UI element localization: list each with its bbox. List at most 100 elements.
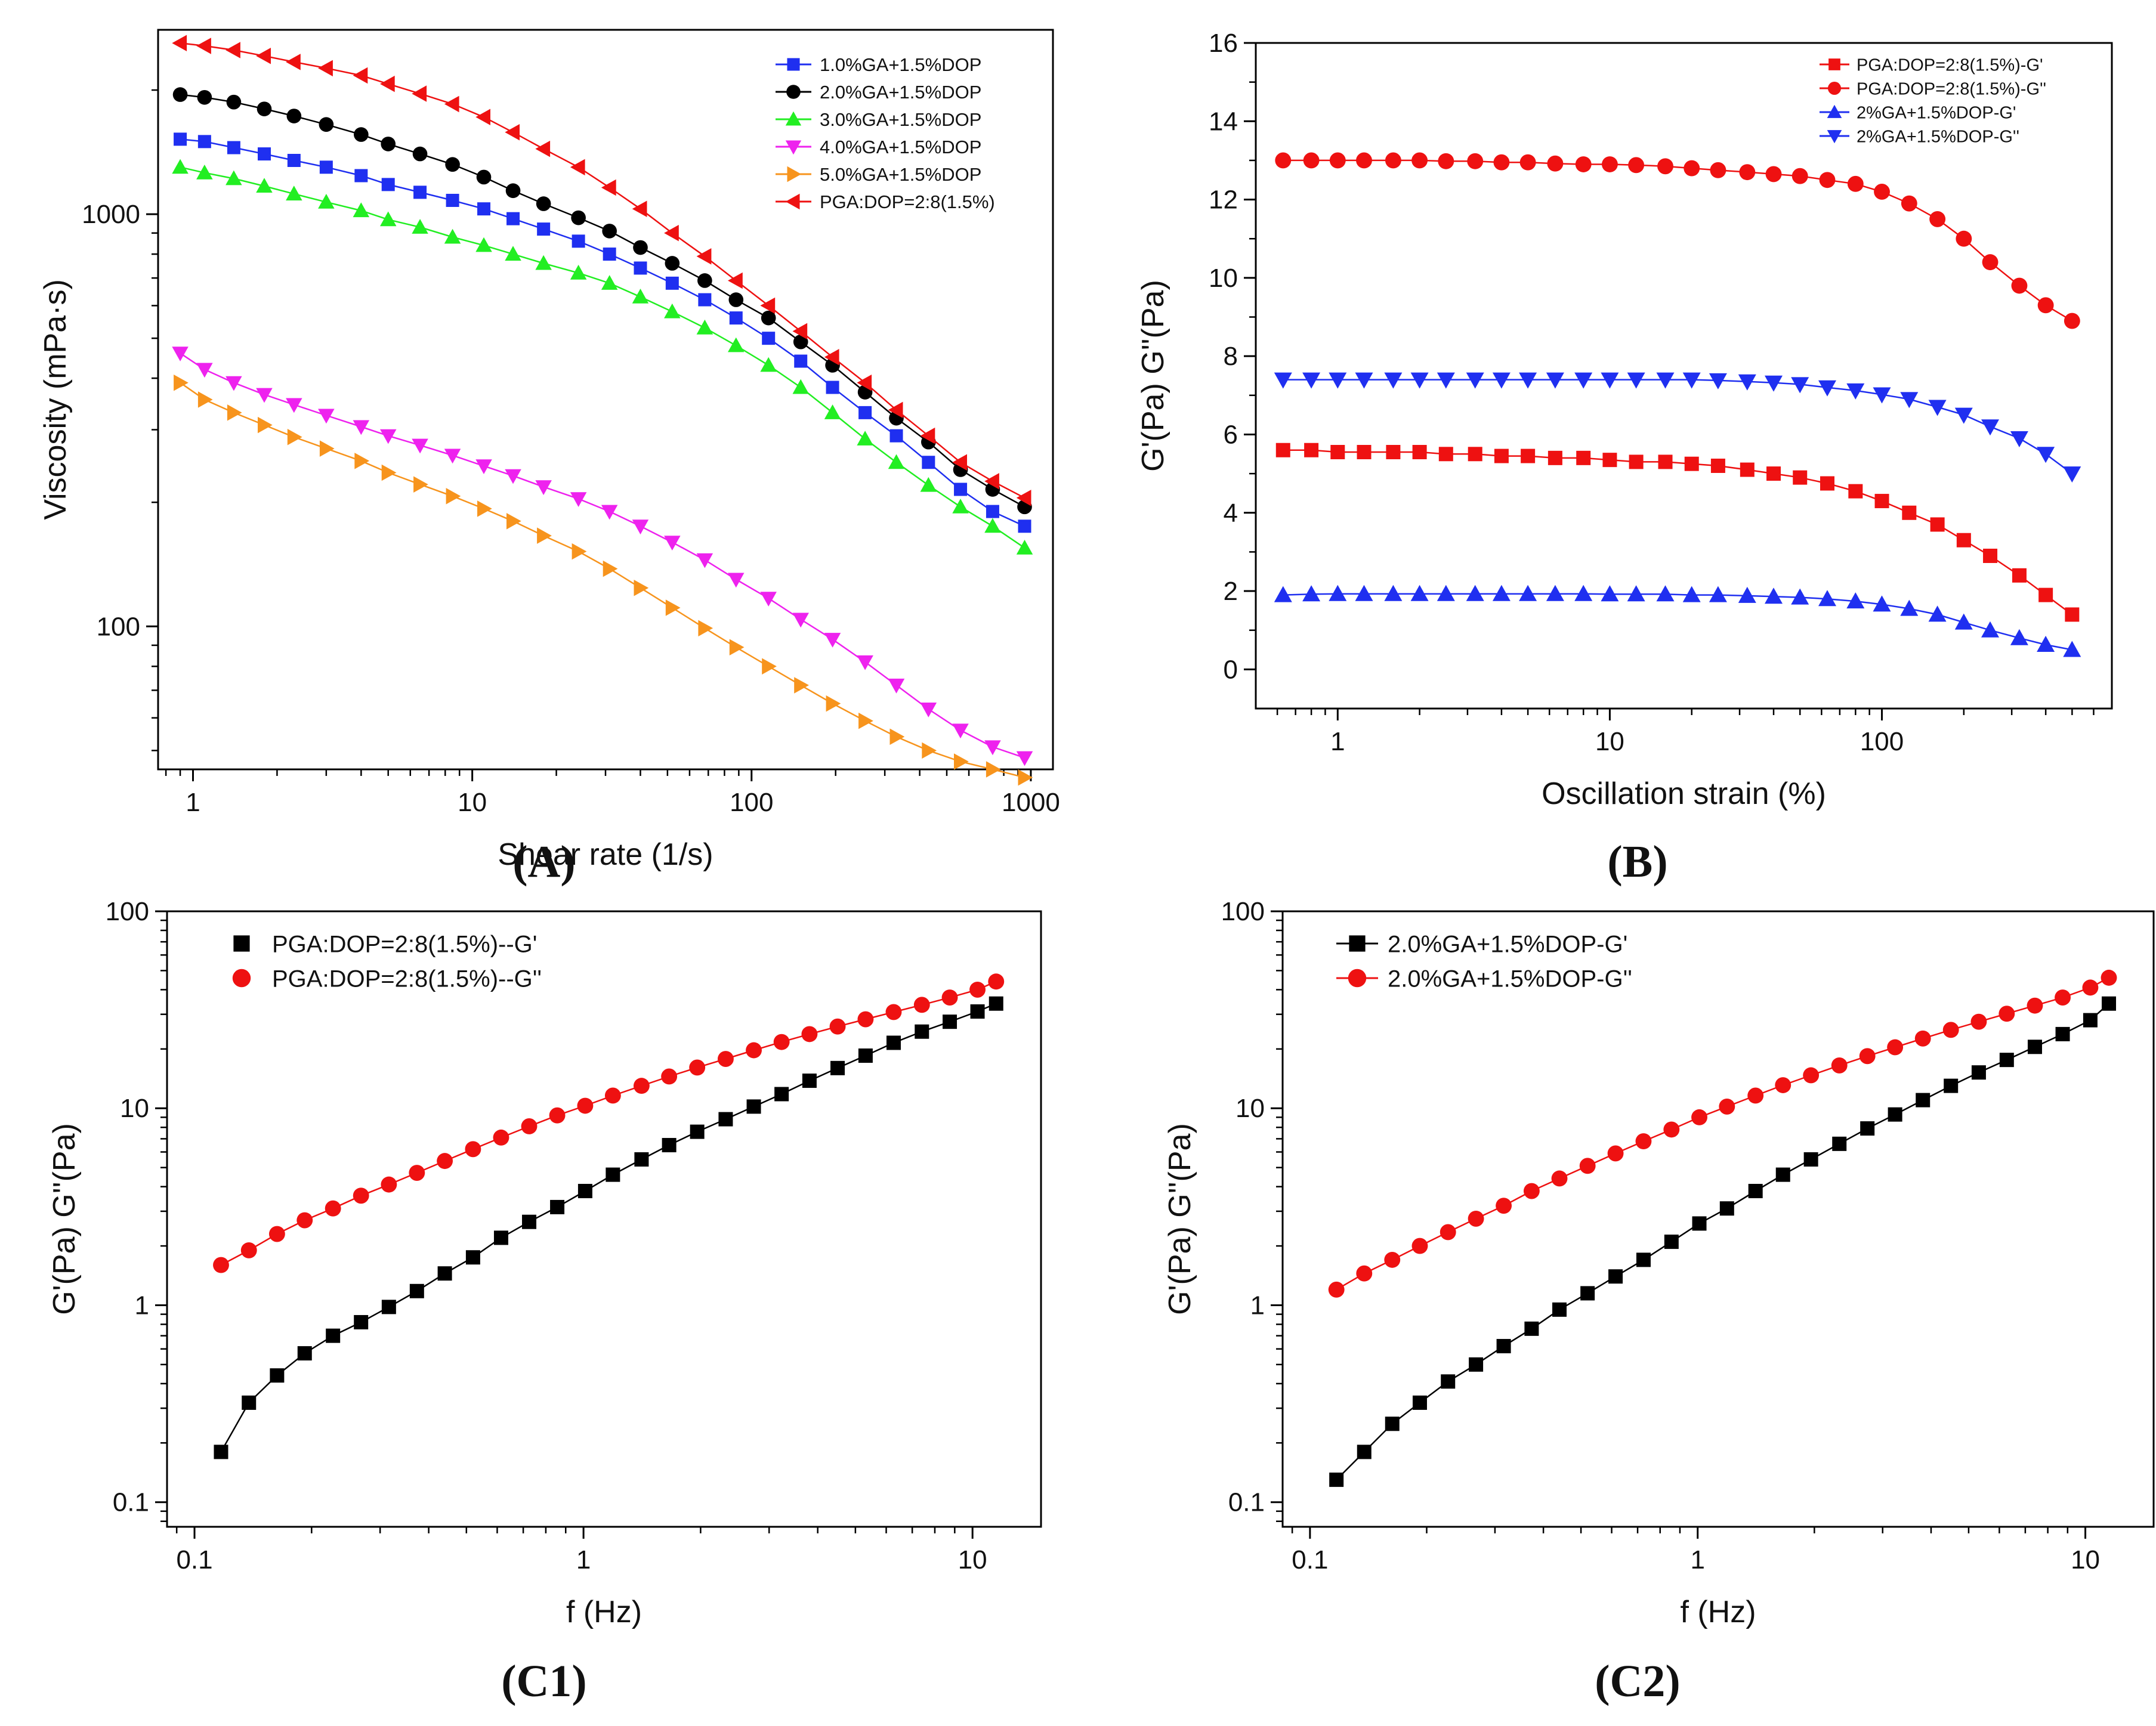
data-point bbox=[1546, 584, 1564, 601]
data-point bbox=[1636, 1252, 1651, 1267]
data-point bbox=[1329, 1473, 1344, 1487]
data-point bbox=[172, 35, 187, 51]
data-point bbox=[696, 319, 713, 335]
data-point bbox=[954, 482, 968, 496]
data-point bbox=[1765, 587, 1783, 604]
data-point bbox=[886, 1035, 901, 1050]
panel-C2: 0.1 1 10 0.1 1 10 100 f (Hz) G'(Pa) G''(Pa) 2.0%G… bbox=[1163, 897, 2155, 1706]
y-tick-label: 100 bbox=[106, 897, 149, 926]
data-point bbox=[2010, 431, 2028, 447]
x-axis-title: Shear rate (1/s) bbox=[498, 837, 713, 872]
series-1 bbox=[214, 996, 1003, 1459]
data-point bbox=[1765, 375, 1783, 392]
data-point bbox=[2037, 447, 2055, 463]
data-point bbox=[1944, 1078, 1959, 1093]
x-tick-label: 10 bbox=[958, 1545, 987, 1575]
series-line bbox=[220, 1003, 997, 1453]
data-point bbox=[826, 381, 839, 394]
data-point bbox=[1709, 586, 1727, 602]
data-point bbox=[1412, 445, 1427, 460]
data-point bbox=[1820, 476, 1835, 491]
panel-A: 1 10 100 1000 100 1000 Shear rate (1/s) Viscosi… bbox=[38, 29, 1060, 887]
data-point bbox=[2101, 969, 2117, 986]
x-axis: 1 10 100 1000 bbox=[165, 769, 1060, 817]
series-line bbox=[1336, 977, 2109, 1291]
y-axis: 0.1 1 10 100 bbox=[106, 897, 167, 1522]
data-point bbox=[572, 234, 585, 248]
panel-C1: 0.1 1 10 0.1 1 10 100 f (Hz) G'(Pa) G''(Pa) PGA:D… bbox=[47, 897, 1042, 1706]
x-tick-label: 1 bbox=[186, 788, 200, 817]
data-point bbox=[888, 454, 905, 469]
data-point bbox=[603, 560, 618, 577]
data-point bbox=[1902, 505, 1917, 520]
data-point bbox=[689, 1059, 706, 1076]
data-point bbox=[297, 1346, 312, 1361]
data-point bbox=[226, 170, 242, 185]
data-point bbox=[409, 1165, 425, 1181]
data-point bbox=[1775, 1077, 1791, 1093]
data-point bbox=[1608, 1269, 1623, 1284]
data-point bbox=[889, 429, 903, 443]
data-point bbox=[196, 363, 213, 378]
legend: PGA:DOP=2:8(1.5%)--G' PGA:DOP=2:8(1.5%)--… bbox=[232, 931, 542, 992]
data-point bbox=[537, 527, 552, 544]
data-point bbox=[535, 480, 552, 496]
y-tick-label: 12 bbox=[1209, 185, 1238, 215]
data-point bbox=[354, 453, 370, 469]
data-point bbox=[1791, 588, 1809, 605]
data-point bbox=[1579, 1158, 1596, 1174]
legend-item: PGA:DOP=2:8(1.5%) bbox=[776, 191, 995, 212]
y-tick-label: 10 bbox=[1235, 1094, 1265, 1123]
data-point bbox=[1860, 1121, 1875, 1136]
data-point bbox=[506, 212, 520, 225]
x-axis: 0.1 1 10 bbox=[175, 1527, 987, 1575]
data-point bbox=[475, 109, 490, 125]
data-point bbox=[172, 159, 189, 174]
data-point bbox=[794, 354, 808, 368]
data-point bbox=[1469, 1357, 1484, 1372]
legend-label: PGA:DOP=2:8(1.5%)--G'' bbox=[272, 966, 542, 992]
legend-marker bbox=[1348, 969, 1367, 988]
data-point bbox=[505, 469, 521, 484]
data-point bbox=[493, 1230, 508, 1245]
data-point bbox=[634, 580, 649, 596]
data-point bbox=[729, 311, 743, 325]
legend-marker bbox=[787, 58, 800, 71]
data-point bbox=[318, 409, 335, 424]
series-2 bbox=[172, 87, 1032, 515]
data-point bbox=[256, 178, 273, 193]
panel-caption: (C1) bbox=[501, 1656, 587, 1706]
data-point bbox=[446, 193, 459, 207]
series-line bbox=[180, 94, 1026, 508]
data-point bbox=[213, 1257, 229, 1273]
data-point bbox=[1547, 155, 1564, 172]
legend-item: PGA:DOP=2:8(1.5%)--G' bbox=[233, 931, 537, 957]
data-point bbox=[1466, 584, 1484, 601]
data-point bbox=[1329, 152, 1346, 169]
data-point bbox=[1999, 1053, 2014, 1068]
y-tick-label: 1 bbox=[135, 1291, 149, 1320]
data-point bbox=[380, 429, 397, 444]
legend-marker bbox=[232, 969, 251, 988]
y-tick-label: 8 bbox=[1224, 342, 1238, 371]
data-point bbox=[1552, 1302, 1567, 1317]
data-point bbox=[1682, 586, 1701, 602]
y-tick-label: 14 bbox=[1209, 107, 1238, 136]
data-point bbox=[1384, 584, 1403, 601]
data-point bbox=[802, 1074, 817, 1088]
data-point bbox=[354, 127, 369, 142]
data-point bbox=[226, 376, 242, 391]
data-point bbox=[885, 1004, 902, 1020]
legend-label: 2.0%GA+1.5%DOP-G' bbox=[1388, 931, 1627, 957]
legend: PGA:DOP=2:8(1.5%)-G' PGA:DOP=2:8(1.5%)-G'… bbox=[1820, 55, 2046, 146]
data-point bbox=[698, 620, 713, 637]
legend-marker bbox=[1827, 104, 1842, 118]
data-point bbox=[858, 712, 873, 729]
data-point bbox=[826, 695, 841, 712]
data-point bbox=[1873, 595, 1891, 612]
data-point bbox=[1848, 484, 1863, 499]
data-point bbox=[444, 448, 461, 464]
series-3 bbox=[172, 159, 1033, 555]
data-point bbox=[1467, 153, 1484, 169]
data-point bbox=[1018, 519, 1031, 533]
